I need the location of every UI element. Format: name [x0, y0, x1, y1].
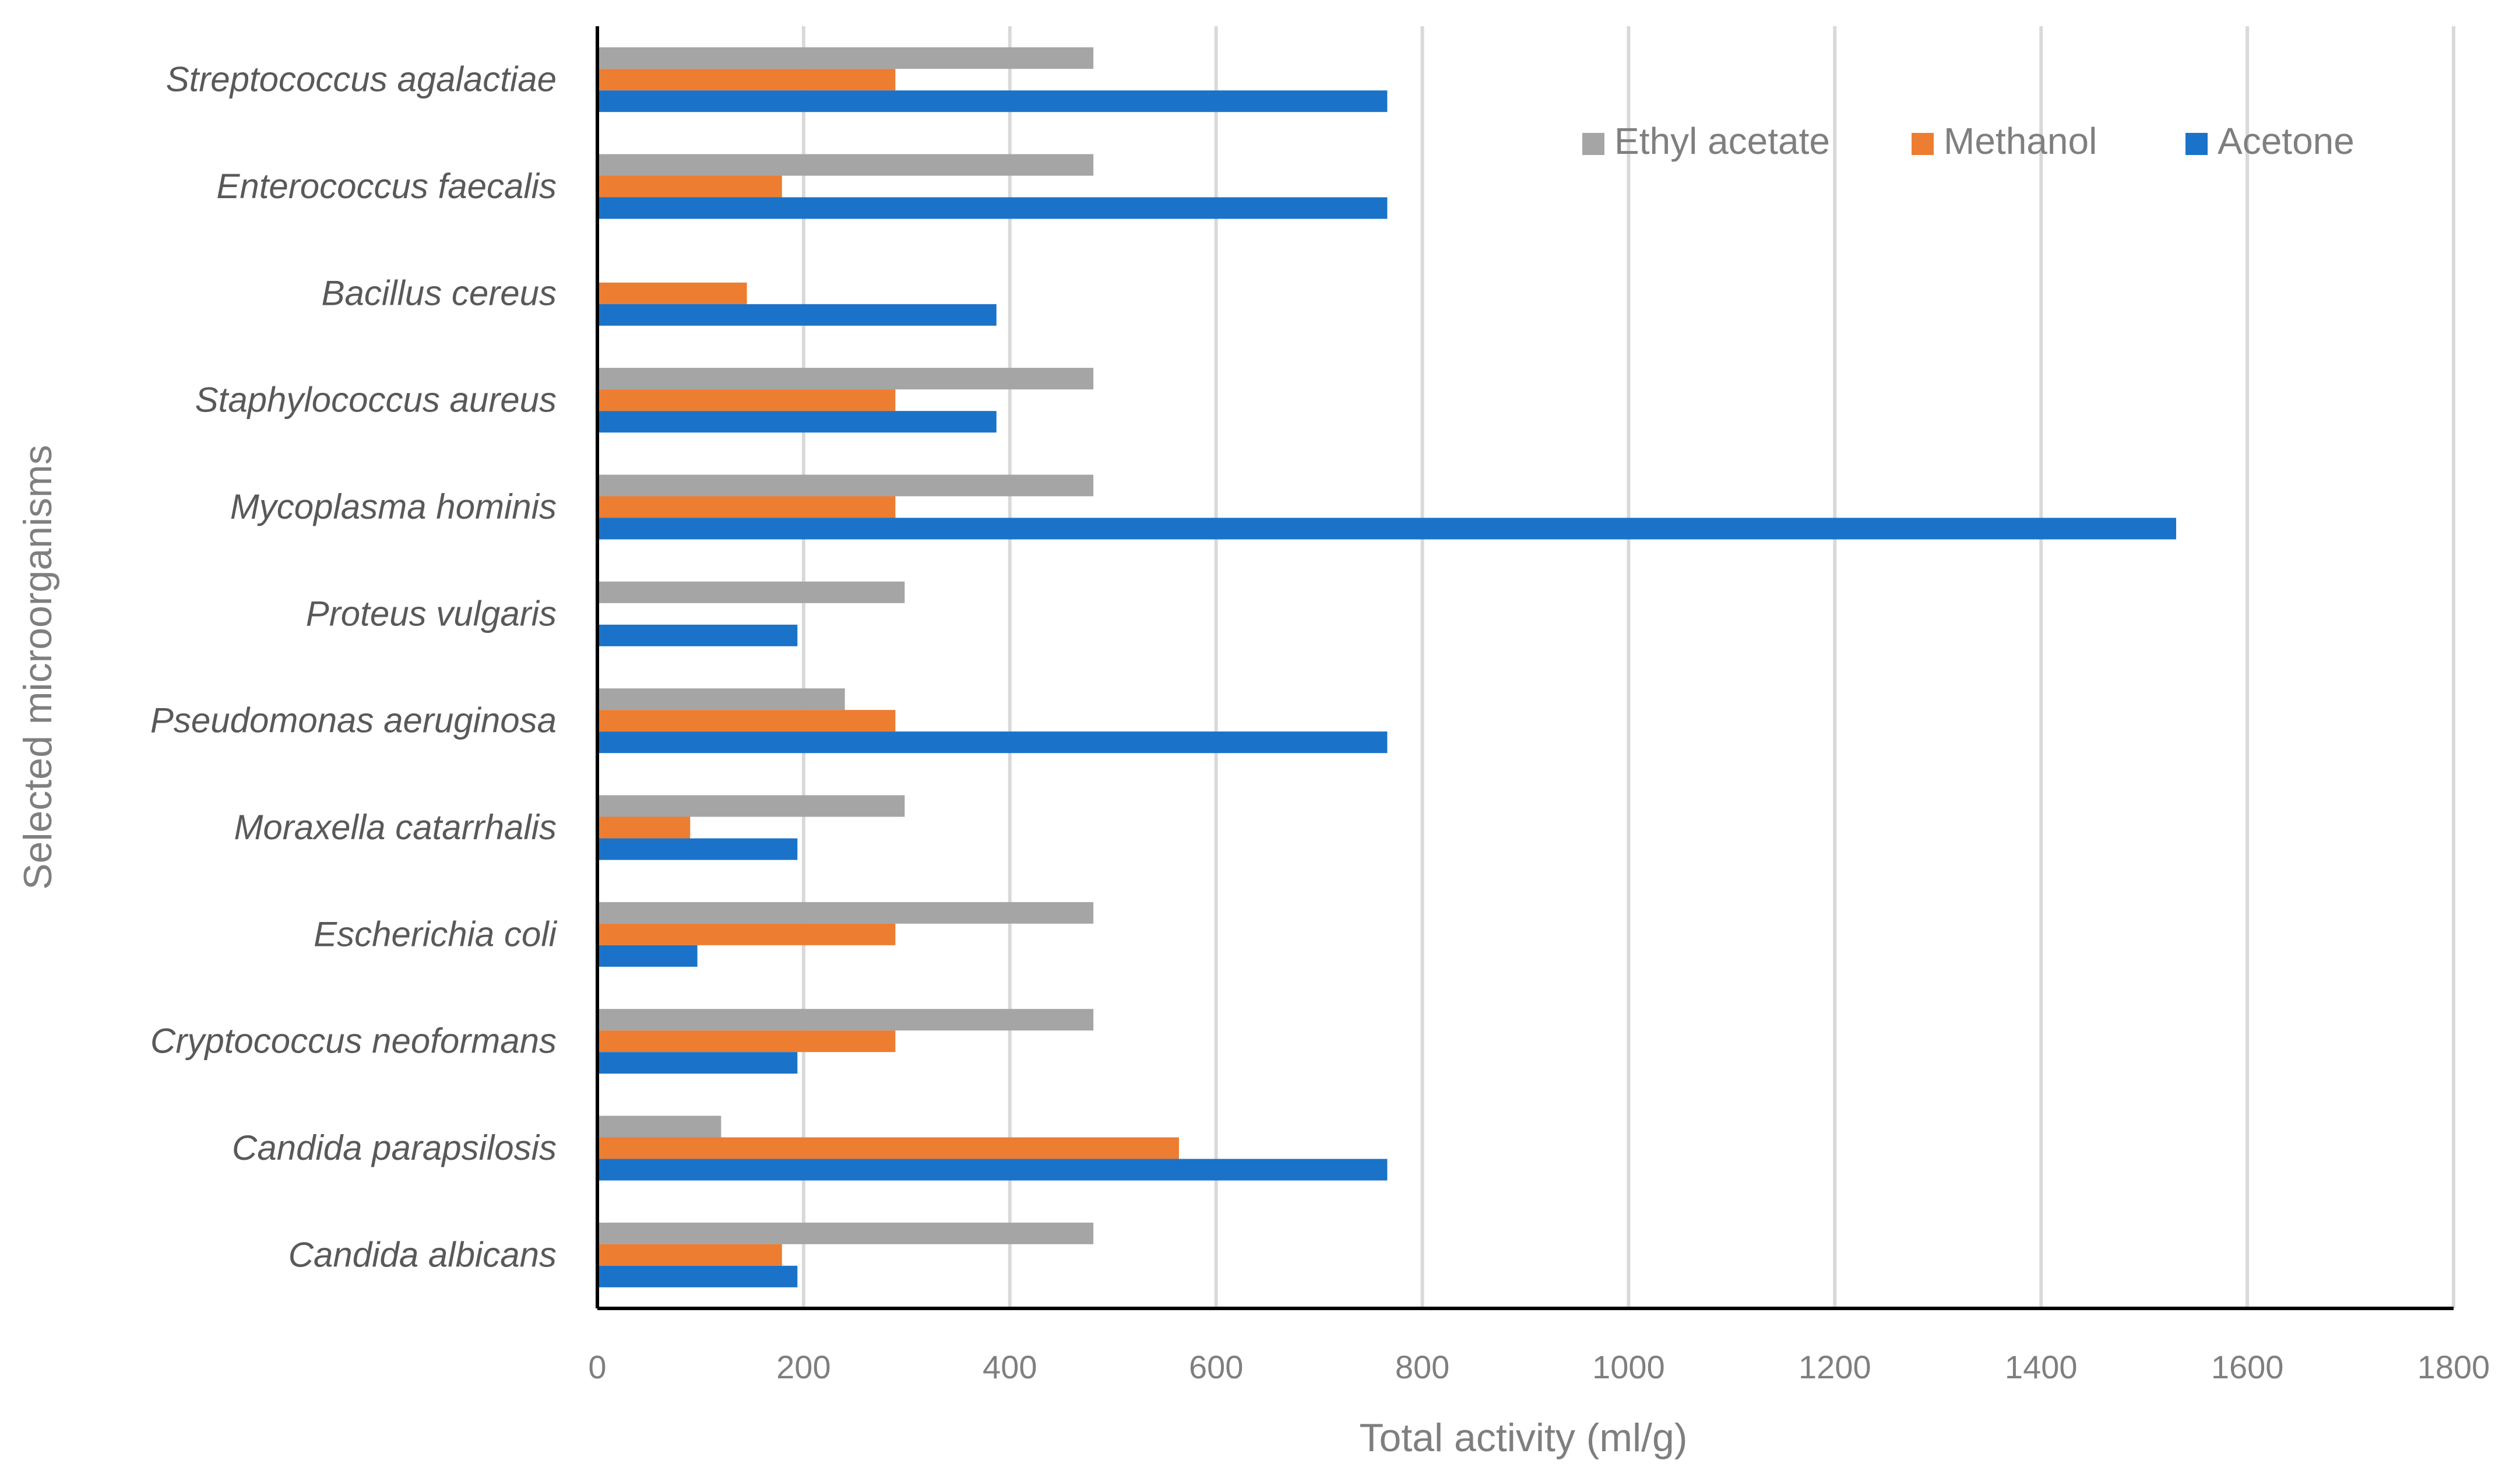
category-label: Candida parapsilosis [232, 1128, 557, 1167]
bar-ethyl-acetate [597, 47, 1094, 69]
bar-acetone [597, 90, 1388, 112]
x-tick-label: 1400 [2005, 1349, 2078, 1385]
x-tick-label: 1000 [1592, 1349, 1665, 1385]
legend-label-acetone: Acetone [2218, 120, 2354, 162]
legend: Ethyl acetate Methanol Acetone [1582, 120, 2354, 162]
bar-acetone [597, 1052, 798, 1074]
bar-ethyl-acetate [597, 1222, 1094, 1244]
bar-acetone [597, 304, 997, 326]
y-axis-title: Selected microorganisms [16, 445, 60, 889]
axes [596, 26, 2454, 1310]
category-label: Bacillus cereus [321, 273, 557, 312]
bar-ethyl-acetate [597, 688, 845, 710]
x-tick-label: 1200 [1799, 1349, 1871, 1385]
legend-swatch-acetone [2185, 133, 2208, 155]
bar-ethyl-acetate [597, 474, 1094, 497]
bar-methanol [597, 923, 896, 945]
bar-methanol [597, 389, 896, 411]
bar-acetone [597, 1159, 1388, 1181]
bar-methanol [597, 817, 691, 839]
bar-acetone [597, 838, 798, 860]
bar-ethyl-acetate [597, 581, 905, 603]
category-label: Staphylococcus aureus [195, 381, 557, 420]
bar-acetone [597, 411, 997, 433]
bars [597, 47, 2177, 1287]
bar-ethyl-acetate [597, 1009, 1094, 1031]
bar-ethyl-acetate [597, 368, 1094, 390]
bar-acetone [597, 197, 1388, 219]
bar-methanol [597, 282, 747, 304]
gridlines [801, 26, 2455, 1308]
bar-acetone [597, 731, 1388, 754]
bar-methanol [597, 1137, 1179, 1159]
x-tick-label: 800 [1395, 1349, 1449, 1385]
category-label: Moraxella catarrhalis [234, 808, 557, 847]
category-label: Proteus vulgaris [306, 594, 557, 633]
category-label: Streptococcus agalactiae [166, 60, 557, 99]
bar-methanol [597, 496, 896, 518]
bar-ethyl-acetate [597, 795, 905, 817]
bar-methanol [597, 69, 896, 91]
bar-methanol [597, 175, 782, 198]
bar-acetone [597, 945, 698, 967]
x-tick-label: 400 [983, 1349, 1037, 1385]
legend-label-ethyl-acetate: Ethyl acetate [1614, 120, 1830, 162]
legend-label-methanol: Methanol [1944, 120, 2097, 162]
bar-ethyl-acetate [597, 154, 1094, 176]
x-tick-labels: 0 200 400 600 800 1000 1200 1400 1600 1800 [588, 1349, 2490, 1385]
x-axis-title: Total activity (ml/g) [1360, 1416, 1688, 1460]
bar-acetone [597, 1265, 798, 1287]
legend-swatch-methanol [1912, 133, 1934, 155]
bar-acetone [597, 624, 798, 646]
x-tick-label: 0 [588, 1349, 606, 1385]
category-label: Candida albicans [288, 1235, 557, 1274]
category-labels: Streptococcus agalactiae Enterococcus fae… [150, 60, 558, 1275]
x-tick-label: 600 [1189, 1349, 1243, 1385]
category-label: Mycoplasma hominis [230, 487, 557, 526]
category-label: Cryptococcus neoformans [150, 1022, 557, 1061]
category-label: Escherichia coli [314, 914, 558, 953]
bar-ethyl-acetate [597, 902, 1094, 924]
category-label: Pseudomonas aeruginosa [150, 701, 557, 740]
legend-swatch-ethyl-acetate [1582, 133, 1604, 155]
bar-methanol [597, 1030, 896, 1053]
bar-methanol [597, 710, 896, 732]
bar-ethyl-acetate [597, 1115, 721, 1138]
x-tick-label: 1800 [2417, 1349, 2490, 1385]
category-label: Enterococcus faecalis [216, 167, 557, 206]
x-tick-label: 200 [776, 1349, 830, 1385]
bar-methanol [597, 1244, 782, 1266]
x-tick-label: 1600 [2211, 1349, 2284, 1385]
bar-acetone [597, 518, 2177, 540]
